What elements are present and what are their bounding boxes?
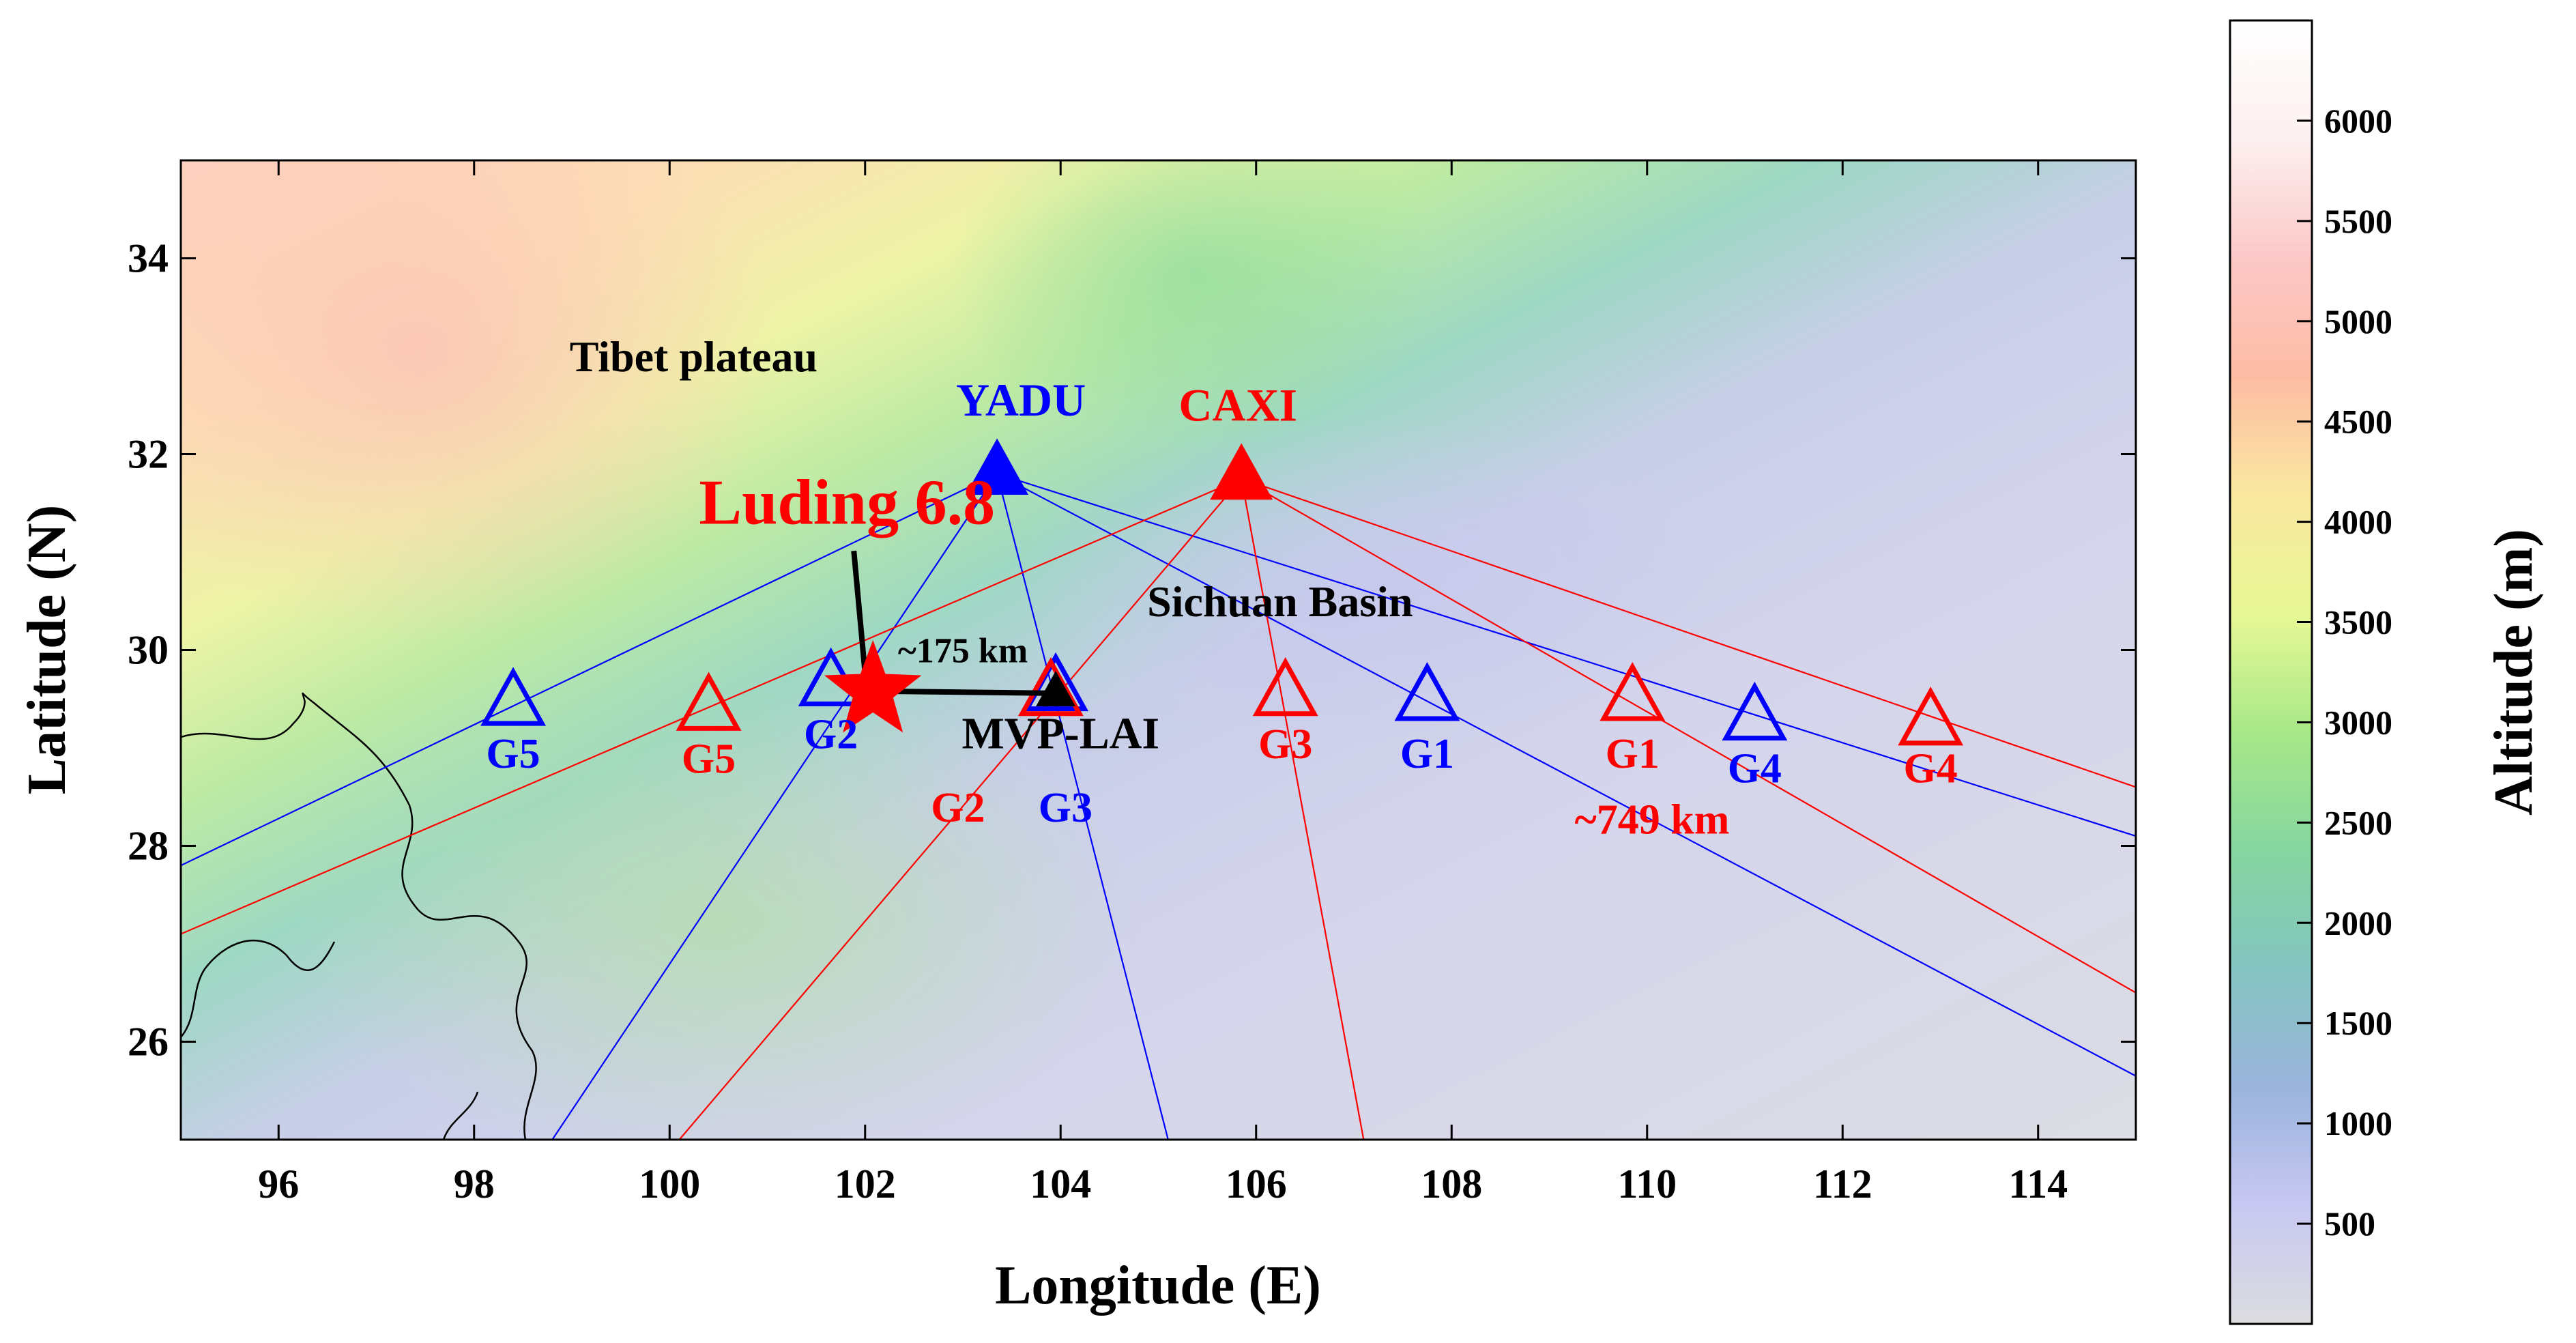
transmitter-triangle-icon <box>1210 443 1273 500</box>
x-tick-label: 104 <box>1030 1161 1091 1207</box>
epicenter-pointer-line <box>851 550 869 685</box>
border-line <box>181 692 537 1140</box>
y-tick-label: 26 <box>128 1020 169 1065</box>
propagation-path <box>678 478 1243 1140</box>
station-triangle-icon <box>1036 671 1076 707</box>
map-markers <box>480 438 1964 746</box>
receiver-label: G3 <box>1039 785 1092 831</box>
x-tick-label: 102 <box>835 1161 896 1207</box>
colorbar-tick-label: 4000 <box>2324 503 2392 541</box>
border-line-west <box>181 939 336 1038</box>
colorbar-tick-label: 2500 <box>2324 803 2392 841</box>
x-tick-label: 98 <box>454 1161 495 1207</box>
distance-label: ~749 km <box>1574 797 1729 843</box>
receiver-label: G1 <box>1400 731 1454 777</box>
receiver-triangle-icon <box>1722 681 1788 741</box>
transmitter-triangle-icon <box>966 438 1029 495</box>
y-tick-label: 34 <box>128 236 169 281</box>
colorbar-tick-label: 6000 <box>2324 102 2392 140</box>
colorbar-tick-label: 3500 <box>2324 603 2392 641</box>
colorbar-tick-label: 1000 <box>2324 1104 2392 1142</box>
transmitter-label: YADU <box>956 374 1086 426</box>
colorbar <box>2229 19 2313 1325</box>
propagation-path <box>996 473 1169 1140</box>
colorbar-tick-label: 2000 <box>2324 904 2392 942</box>
border-line-south <box>442 1091 479 1140</box>
receiver-label: G2 <box>931 785 985 831</box>
receiver-triangle-icon <box>1252 656 1318 717</box>
colorbar-tick-label: 1500 <box>2324 1004 2392 1042</box>
propagation-paths <box>181 473 2136 1140</box>
epicenter-star-icon <box>824 639 922 733</box>
transmitter-label: CAXI <box>1178 379 1297 431</box>
x-tick-label: 106 <box>1226 1161 1287 1207</box>
propagation-path <box>996 473 2136 837</box>
propagation-path <box>181 478 1242 935</box>
x-tick-label: 96 <box>258 1161 299 1207</box>
receiver-label: G1 <box>1606 731 1660 777</box>
colorbar-tick-label: 500 <box>2324 1204 2375 1243</box>
distance-line <box>873 688 1056 696</box>
propagation-path <box>551 473 998 1140</box>
receiver-label: G5 <box>486 731 540 777</box>
distance-label: ~175 km <box>898 632 1028 671</box>
y-tick-label: 32 <box>128 432 169 477</box>
colorbar-tick-label: 5000 <box>2324 302 2392 341</box>
receiver-label: G2 <box>804 711 858 757</box>
x-tick-label: 100 <box>639 1161 700 1207</box>
region-label: Sichuan Basin <box>1147 577 1413 626</box>
receiver-triangle-icon <box>480 667 546 726</box>
epicenter-label: Luding 6.8 <box>699 467 995 538</box>
propagation-path <box>1241 478 2136 788</box>
terrain-background <box>181 160 2136 1140</box>
axis-ticks: 96 98 100 102 104 106 108 110 112 114 26 28 30 32 34 <box>128 160 2136 1207</box>
x-tick-label: 112 <box>1813 1161 1872 1207</box>
y-tick-label: 28 <box>128 824 169 869</box>
x-tick-label: 110 <box>1617 1161 1677 1207</box>
receiver-triangle-icon <box>1600 662 1666 721</box>
receiver-triangle-icon <box>676 672 742 731</box>
y-axis-label: Latitude (N) <box>17 505 77 794</box>
colorbar-ticks: 500 1000 1500 2000 2500 3000 3500 4000 4500 5000 5… <box>2297 102 2392 1243</box>
colorbar-tick-label: 4500 <box>2324 403 2392 441</box>
region-label: Tibet plateau <box>570 332 817 381</box>
receiver-triangle-icon <box>1898 687 1964 746</box>
propagation-path <box>996 473 2136 1077</box>
propagation-path <box>1241 478 2136 994</box>
colorbar-label: Altitude (m) <box>2484 529 2544 815</box>
x-axis-label: Longitude (E) <box>995 1256 1321 1316</box>
propagation-path <box>181 473 998 867</box>
map-labels: G5 G2 G3 G1 G4 G5 G2 G3 G1 G4 MVP-LAI YADU CAXI Ludin… <box>486 332 1957 843</box>
receiver-label: G3 <box>1258 721 1312 768</box>
receiver-triangle-icon <box>1394 662 1460 721</box>
colorbar-tick-label: 3000 <box>2324 703 2392 741</box>
receiver-label: G4 <box>1728 746 1782 792</box>
station-label: MVP-LAI <box>961 708 1159 758</box>
x-tick-label: 108 <box>1421 1161 1482 1207</box>
receiver-label: G4 <box>1904 746 1958 792</box>
colorbar-tick-label: 5500 <box>2324 202 2392 240</box>
receiver-label: G5 <box>682 736 736 782</box>
propagation-path <box>1241 478 1365 1140</box>
y-tick-label: 30 <box>128 628 169 673</box>
x-tick-label: 114 <box>2008 1161 2068 1207</box>
